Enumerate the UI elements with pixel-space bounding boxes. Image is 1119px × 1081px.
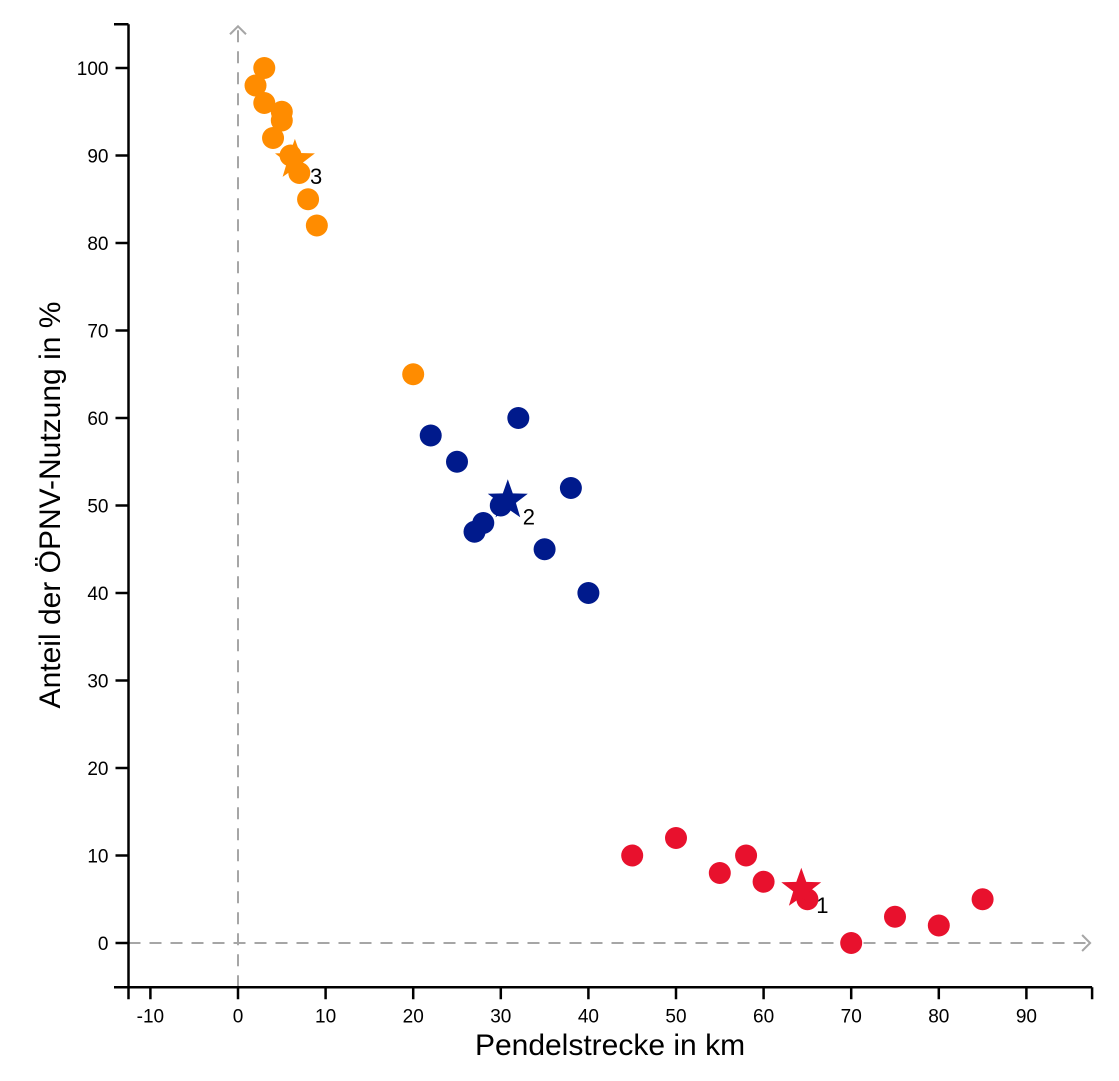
y-tick-label: 50 bbox=[87, 497, 108, 518]
data-point bbox=[559, 477, 582, 499]
data-point bbox=[665, 827, 687, 849]
x-tick-label: 70 bbox=[841, 1006, 862, 1027]
y-tick-label: 60 bbox=[87, 409, 108, 430]
centroid-label: 1 bbox=[816, 893, 828, 918]
centroid-star bbox=[781, 867, 822, 906]
x-tick-label: -10 bbox=[137, 1006, 164, 1027]
y-axis-title: Anteil der ÖPNV-Nutzung in % bbox=[34, 302, 67, 709]
x-tick-label: 20 bbox=[403, 1006, 424, 1027]
data-points bbox=[244, 57, 994, 954]
data-point bbox=[577, 582, 600, 604]
y-arrow-head bbox=[229, 24, 247, 35]
centroid-label: 2 bbox=[523, 504, 535, 529]
x-tick-label: 80 bbox=[928, 1006, 949, 1027]
data-point bbox=[244, 74, 267, 97]
data-point bbox=[708, 862, 731, 884]
data-point bbox=[262, 127, 285, 149]
data-point bbox=[735, 844, 758, 867]
centroid-label: 3 bbox=[310, 164, 322, 189]
data-point bbox=[270, 109, 293, 132]
data-point bbox=[971, 888, 994, 911]
y-tick-label: 70 bbox=[87, 322, 108, 343]
x-tick-label: 40 bbox=[578, 1006, 599, 1027]
centroids: 1 2 3 bbox=[275, 138, 829, 918]
data-point bbox=[253, 57, 276, 79]
x-tick-label: 30 bbox=[490, 1006, 511, 1027]
y-tick-label: 30 bbox=[87, 672, 108, 693]
data-point bbox=[297, 188, 320, 211]
y-tick-label: 90 bbox=[87, 147, 108, 168]
data-point bbox=[419, 424, 442, 447]
y-tick-label: 10 bbox=[87, 847, 108, 868]
axes: -10 0 10 20 30 40 50 60 70 80 90 0 10 20 30 40 50 60 70 80 9… bbox=[77, 23, 1094, 1027]
data-point bbox=[446, 450, 468, 473]
x-tick-label: 90 bbox=[1016, 1006, 1037, 1027]
y-tick-label: 100 bbox=[77, 59, 109, 80]
y-tick-label: 40 bbox=[87, 584, 108, 605]
x-axis-title: Pendelstrecke in km bbox=[475, 1029, 745, 1062]
data-point bbox=[402, 363, 425, 386]
x-tick-label: 60 bbox=[753, 1006, 774, 1027]
data-point bbox=[884, 905, 906, 928]
y-tick-label: 20 bbox=[87, 759, 108, 780]
data-point bbox=[533, 538, 556, 561]
reference-lines bbox=[128, 24, 1092, 988]
data-point bbox=[253, 92, 276, 114]
x-tick-label: 0 bbox=[233, 1006, 244, 1027]
centroid-star bbox=[487, 479, 528, 518]
x-arrow-head bbox=[1081, 934, 1092, 952]
y-tick-label: 0 bbox=[98, 934, 109, 955]
data-point bbox=[305, 214, 328, 237]
x-tick-label: 50 bbox=[665, 1006, 686, 1027]
y-tick-label: 80 bbox=[87, 234, 108, 255]
data-point bbox=[621, 844, 644, 867]
data-point bbox=[927, 914, 950, 937]
data-point bbox=[752, 870, 775, 893]
data-point bbox=[463, 520, 486, 543]
x-tick-label: 10 bbox=[315, 1006, 336, 1027]
centroid-star bbox=[275, 138, 315, 177]
data-point bbox=[840, 932, 863, 954]
data-point bbox=[507, 407, 530, 429]
